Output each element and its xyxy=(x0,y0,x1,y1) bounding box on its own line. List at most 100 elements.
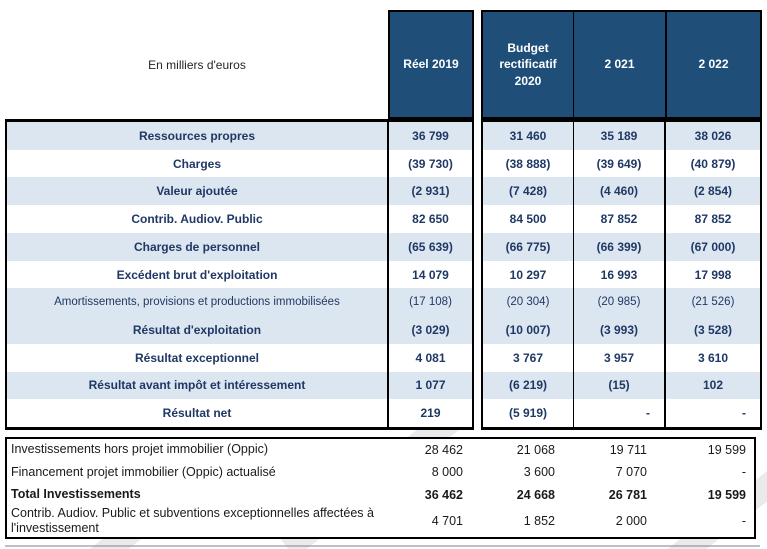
cell-reel-2019: 36 799 xyxy=(412,128,449,143)
table-row: (38 888) (39 649) (40 879) xyxy=(483,149,760,178)
cell-value: (3 993) xyxy=(574,316,666,344)
cell-value: 35 189 xyxy=(574,122,666,150)
row-label: Ressources propres xyxy=(7,122,389,150)
cell-value: 36 462 xyxy=(424,487,463,502)
row-label: Résultat exceptionnel xyxy=(7,343,389,372)
cell-value: 2 000 xyxy=(615,514,647,529)
cell-value: - xyxy=(574,399,666,428)
cell-value: 102 xyxy=(702,378,724,393)
cell-reel-2019: (17 108) xyxy=(409,296,452,309)
table-row: 10 297 16 993 17 998 xyxy=(483,260,760,289)
row-label: Total Investissements xyxy=(11,486,141,501)
table-row: (20 304) (20 985) (21 526) xyxy=(483,288,760,317)
table-row: (10 007) (3 993) (3 528) xyxy=(483,316,760,344)
investment-row: Financement projet immobilier (Oppic) ac… xyxy=(7,461,754,483)
cell-value: 87 852 xyxy=(694,212,732,227)
cell-value: 19 599 xyxy=(707,443,746,458)
cell-value: 3 600 xyxy=(523,465,555,480)
cell-value: 31 460 xyxy=(483,122,574,150)
column-header-label: 2 022 xyxy=(698,57,729,72)
table-row: Contrib. Audiov. Public 82 650 xyxy=(7,205,472,233)
table-row: (66 775) (66 399) (67 000) xyxy=(483,232,760,261)
table-row: (7 428) (4 460) (2 854) xyxy=(483,177,760,206)
cell-reel-2019: (2 931) xyxy=(411,184,450,199)
page-bottom-rule xyxy=(5,545,760,547)
cell-value: (3 528) xyxy=(693,323,733,337)
cell-reel-2019: 4 081 xyxy=(415,350,446,365)
cell-value: 8 000 xyxy=(431,465,463,480)
cell-reel-2019: 82 650 xyxy=(412,212,449,227)
row-label: Excédent brut d'exploitation xyxy=(7,260,389,289)
column-header-2022: 2 022 xyxy=(666,10,762,119)
cell-value: 26 781 xyxy=(608,487,647,502)
investment-table: Investissements hors projet immobilier (… xyxy=(5,437,756,539)
table-row: Valeur ajoutée (2 931) xyxy=(7,177,472,206)
cell-value: (2 854) xyxy=(693,184,733,199)
row-label: Résultat avant impôt et intéressement xyxy=(7,371,389,400)
unit-label: En milliers d'euros xyxy=(148,57,246,72)
main-table-right-block: 31 460 35 189 38 026 (38 888) (39 649) (40 87… xyxy=(481,119,762,430)
cell-value: (66 399) xyxy=(574,232,666,261)
cell-value: (5 919) xyxy=(483,399,574,428)
cell-reel-2019: 14 079 xyxy=(412,267,449,282)
row-label: Charges de personnel xyxy=(7,232,389,261)
cell-value: (20 985) xyxy=(574,288,666,317)
cell-value: (6 219) xyxy=(483,371,574,400)
row-label: Financement projet immobilier (Oppic) ac… xyxy=(11,464,276,479)
cell-reel-2019: (65 639) xyxy=(408,239,453,254)
cell-value: 3 767 xyxy=(483,343,574,372)
cell-value: - xyxy=(741,514,746,529)
table-row: Résultat d'exploitation (3 029) xyxy=(7,316,472,344)
table-row: (6 219) (15) 102 xyxy=(483,371,760,400)
table-row: Résultat avant impôt et intéressement 1 0… xyxy=(7,371,472,400)
cell-value: 1 852 xyxy=(523,514,555,529)
row-label: Contrib. Audiov. Public xyxy=(7,205,389,233)
cell-value: 21 068 xyxy=(516,443,555,458)
column-header-reel-2019: Réel 2019 xyxy=(388,10,474,119)
cell-reel-2019: (39 730) xyxy=(408,156,453,171)
row-label: Résultat d'exploitation xyxy=(7,316,389,344)
investment-row: Total Investissements 36 462 24 668 26 781 1… xyxy=(7,484,754,506)
cell-value: (66 775) xyxy=(483,232,574,261)
cell-value: (40 879) xyxy=(690,156,736,171)
table-row: Résultat net 219 xyxy=(7,399,472,428)
cell-value: (7 428) xyxy=(483,177,574,206)
cell-reel-2019: (3 029) xyxy=(411,323,450,337)
column-header-label: Réel 2019 xyxy=(403,57,459,72)
cell-value: 16 993 xyxy=(574,260,666,289)
table-row: Résultat exceptionnel 4 081 xyxy=(7,343,472,372)
row-label: Résultat net xyxy=(7,399,389,428)
main-table-left-block: Ressources propres 36 799 Charges (39 730) V… xyxy=(5,119,474,430)
table-row: 3 767 3 957 3 610 xyxy=(483,343,760,372)
cell-reel-2019: 219 xyxy=(420,406,441,421)
row-label: Investissements hors projet immobilier (… xyxy=(11,442,269,457)
investment-row: Contrib. Audiov. Public et subventions e… xyxy=(7,506,754,537)
cell-value: 24 668 xyxy=(516,487,555,502)
cell-value: (15) xyxy=(574,371,666,400)
cell-value: (21 526) xyxy=(691,296,735,309)
column-header-label: Budget rectificatif 2020 xyxy=(499,41,557,88)
table-row: Ressources propres 36 799 xyxy=(7,122,472,150)
table-row: 31 460 35 189 38 026 xyxy=(483,122,760,150)
cell-value: 4 701 xyxy=(431,514,463,529)
table-row: (5 919) - - xyxy=(483,399,760,428)
cell-value: (38 888) xyxy=(483,149,574,178)
cell-value: (67 000) xyxy=(690,239,736,254)
cell-value: - xyxy=(742,406,746,421)
cell-value: 7 070 xyxy=(615,465,647,480)
cell-value: (10 007) xyxy=(483,316,574,344)
cell-value: 3 610 xyxy=(697,350,729,365)
investment-row: Investissements hors projet immobilier (… xyxy=(7,439,754,461)
cell-value: 17 998 xyxy=(694,267,732,282)
cell-value: 19 599 xyxy=(707,487,746,502)
cell-value: 10 297 xyxy=(483,260,574,289)
table-row: Excédent brut d'exploitation 14 079 xyxy=(7,260,472,289)
cell-value: (20 304) xyxy=(483,288,574,317)
table-row: Charges de personnel (65 639) xyxy=(7,232,472,261)
row-label: Contrib. Audiov. Public et subventions e… xyxy=(11,505,374,536)
column-header-label: 2 021 xyxy=(604,57,635,72)
table-row: Charges (39 730) xyxy=(7,149,472,178)
cell-reel-2019: 1 077 xyxy=(415,378,446,393)
cell-value: - xyxy=(741,465,746,480)
